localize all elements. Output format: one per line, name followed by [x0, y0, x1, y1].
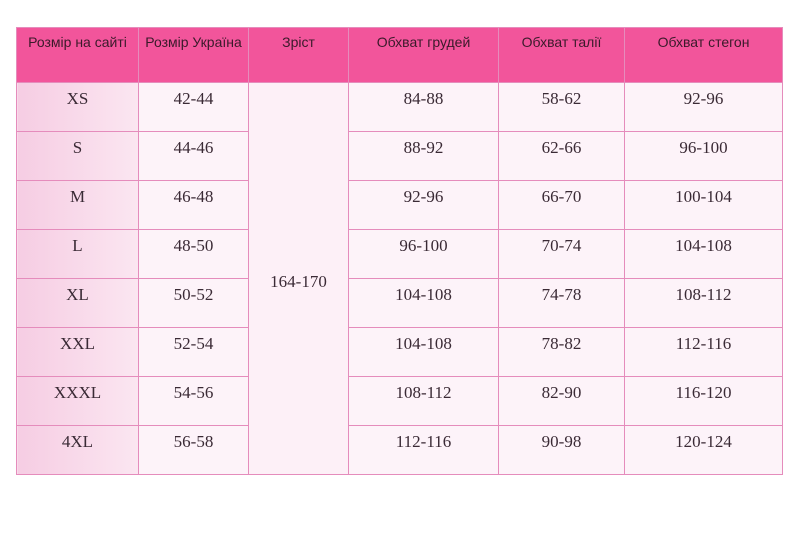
chest-cell: 92-96 — [348, 180, 499, 230]
header-chest: Обхват грудей — [348, 27, 499, 83]
chest-cell: 88-92 — [348, 131, 499, 181]
site-size-cell: XXXL — [16, 376, 139, 426]
hips-cell: 92-96 — [624, 82, 783, 132]
table-row: XXL 52-54 104-108 78-82 112-116 — [16, 327, 783, 377]
hips-cell: 120-124 — [624, 425, 783, 475]
ukraine-size-cell: 44-46 — [138, 131, 249, 181]
waist-cell: 70-74 — [498, 229, 625, 279]
ukraine-size-cell: 46-48 — [138, 180, 249, 230]
waist-cell: 90-98 — [498, 425, 625, 475]
waist-cell: 66-70 — [498, 180, 625, 230]
site-size-cell: XS — [16, 82, 139, 132]
ukraine-size-cell: 52-54 — [138, 327, 249, 377]
site-size-cell: S — [16, 131, 139, 181]
waist-cell: 62-66 — [498, 131, 625, 181]
waist-cell: 78-82 — [498, 327, 625, 377]
table-row: 4XL 56-58 112-116 90-98 120-124 — [16, 425, 783, 475]
size-chart-table: Розмір на сайті Розмір Україна Зріст Обх… — [16, 27, 783, 475]
hips-cell: 108-112 — [624, 278, 783, 328]
ukraine-size-cell: 56-58 — [138, 425, 249, 475]
height-cell: 164-170 — [248, 82, 349, 475]
header-height: Зріст — [248, 27, 349, 83]
table-row: M 46-48 92-96 66-70 100-104 — [16, 180, 783, 230]
hips-cell: 112-116 — [624, 327, 783, 377]
hips-cell: 96-100 — [624, 131, 783, 181]
chest-cell: 104-108 — [348, 278, 499, 328]
ukraine-size-cell: 54-56 — [138, 376, 249, 426]
header-row: Розмір на сайті Розмір Україна Зріст Обх… — [16, 27, 783, 83]
ukraine-size-cell: 48-50 — [138, 229, 249, 279]
chest-cell: 96-100 — [348, 229, 499, 279]
site-size-cell: M — [16, 180, 139, 230]
hips-cell: 104-108 — [624, 229, 783, 279]
site-size-cell: XL — [16, 278, 139, 328]
table-row: XS 42-44 164-170 84-88 58-62 92-96 — [16, 82, 783, 475]
waist-cell: 74-78 — [498, 278, 625, 328]
waist-cell: 58-62 — [498, 82, 625, 132]
table-row: XXXL 54-56 108-112 82-90 116-120 — [16, 376, 783, 426]
table-row: S 44-46 88-92 62-66 96-100 — [16, 131, 783, 181]
table-row: XL 50-52 104-108 74-78 108-112 — [16, 278, 783, 328]
hips-cell: 116-120 — [624, 376, 783, 426]
header-ukraine-size: Розмір Україна — [138, 27, 249, 83]
chest-cell: 104-108 — [348, 327, 499, 377]
waist-cell: 82-90 — [498, 376, 625, 426]
header-hips: Обхват стегон — [624, 27, 783, 83]
chest-cell: 108-112 — [348, 376, 499, 426]
site-size-cell: 4XL — [16, 425, 139, 475]
header-site-size: Розмір на сайті — [16, 27, 139, 83]
chest-cell: 112-116 — [348, 425, 499, 475]
table-row: L 48-50 96-100 70-74 104-108 — [16, 229, 783, 279]
site-size-cell: L — [16, 229, 139, 279]
site-size-cell: XXL — [16, 327, 139, 377]
header-waist: Обхват талії — [498, 27, 625, 83]
ukraine-size-cell: 50-52 — [138, 278, 249, 328]
chest-cell: 84-88 — [348, 82, 499, 132]
ukraine-size-cell: 42-44 — [138, 82, 249, 132]
hips-cell: 100-104 — [624, 180, 783, 230]
